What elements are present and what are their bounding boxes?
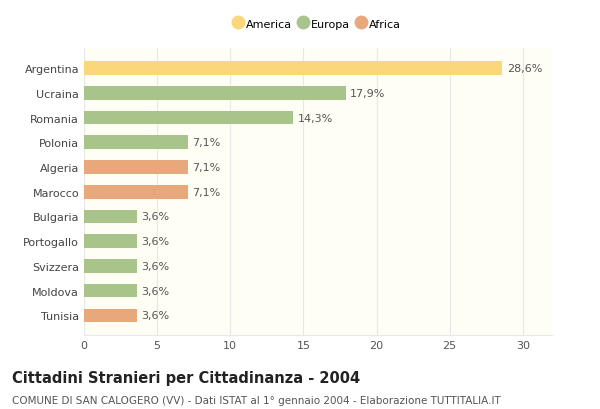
- Bar: [84, 136, 188, 150]
- Text: 3,6%: 3,6%: [141, 236, 169, 247]
- Bar: [84, 284, 137, 298]
- Bar: [84, 161, 188, 174]
- Bar: [84, 210, 137, 224]
- Text: 17,9%: 17,9%: [350, 89, 386, 99]
- Text: 14,3%: 14,3%: [298, 113, 333, 123]
- Bar: [84, 235, 137, 248]
- Text: 3,6%: 3,6%: [141, 286, 169, 296]
- Text: COMUNE DI SAN CALOGERO (VV) - Dati ISTAT al 1° gennaio 2004 - Elaborazione TUTTI: COMUNE DI SAN CALOGERO (VV) - Dati ISTAT…: [12, 395, 501, 405]
- Bar: [84, 62, 502, 76]
- Text: 3,6%: 3,6%: [141, 261, 169, 271]
- Text: Cittadini Stranieri per Cittadinanza - 2004: Cittadini Stranieri per Cittadinanza - 2…: [12, 370, 360, 385]
- Text: 3,6%: 3,6%: [141, 310, 169, 321]
- Text: 3,6%: 3,6%: [141, 212, 169, 222]
- Bar: [84, 87, 346, 100]
- Text: 7,1%: 7,1%: [192, 187, 220, 197]
- Bar: [84, 259, 137, 273]
- Text: 28,6%: 28,6%: [506, 64, 542, 74]
- Legend: America, Europa, Africa: America, Europa, Africa: [231, 15, 405, 34]
- Bar: [84, 185, 188, 199]
- Text: 7,1%: 7,1%: [192, 162, 220, 173]
- Bar: [84, 309, 137, 322]
- Bar: [84, 111, 293, 125]
- Text: 7,1%: 7,1%: [192, 138, 220, 148]
